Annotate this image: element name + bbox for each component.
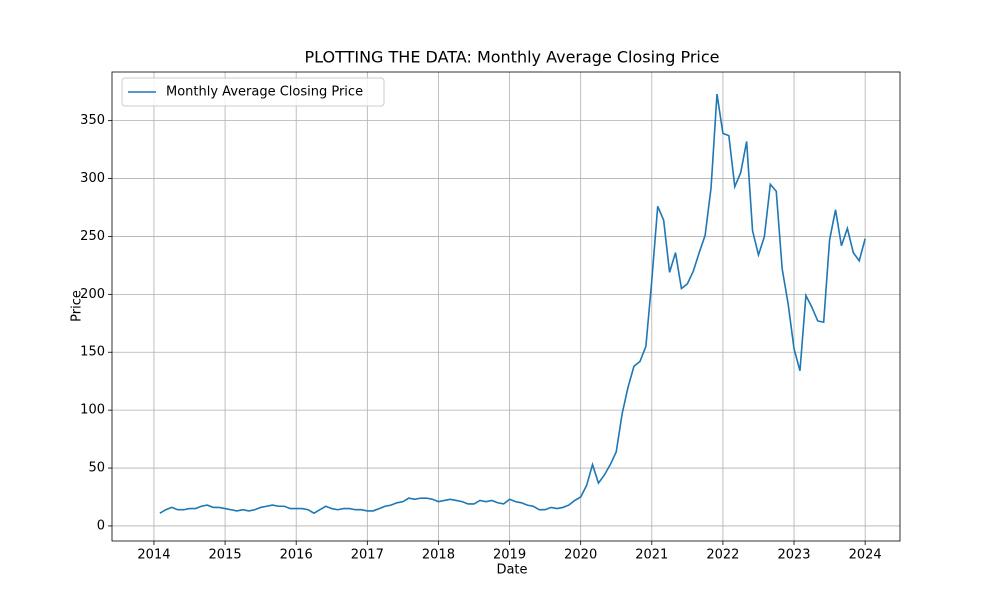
- line: [159, 93, 866, 515]
- x-tick-label: 2021: [635, 548, 668, 563]
- y-tick-label: 200: [80, 287, 105, 302]
- x-tick-label: 2023: [777, 548, 810, 563]
- x-tick-label: 2015: [209, 548, 242, 563]
- x-tick-label: 2022: [706, 548, 739, 563]
- x-tick-label: 2014: [137, 548, 170, 563]
- y-tick-label: 50: [88, 461, 105, 476]
- x-tick-label: 2020: [564, 548, 597, 563]
- x-tick-label: 2017: [351, 548, 384, 563]
- x-axis-label: Date: [496, 563, 527, 578]
- y-tick-label: 300: [80, 171, 105, 186]
- x-tick-label: 2018: [422, 548, 455, 563]
- y-tick-label: 100: [80, 403, 105, 418]
- chart-title: PLOTTING THE DATA: Monthly Average Closi…: [305, 48, 720, 67]
- x-tick-label: 2016: [280, 548, 313, 563]
- y-axis-label: Price: [70, 290, 85, 322]
- legend-box: [121, 77, 385, 107]
- x-tick-label: 2019: [493, 548, 526, 563]
- plot-frame: [111, 71, 901, 542]
- y-tick-label: 350: [80, 113, 105, 128]
- y-tick-label: 0: [97, 518, 105, 533]
- x-tick-label: 2024: [849, 548, 882, 563]
- y-tick-label: 150: [80, 345, 105, 360]
- legend-label: Monthly Average Closing Price: [166, 85, 363, 100]
- y-tick-label: 250: [80, 229, 105, 244]
